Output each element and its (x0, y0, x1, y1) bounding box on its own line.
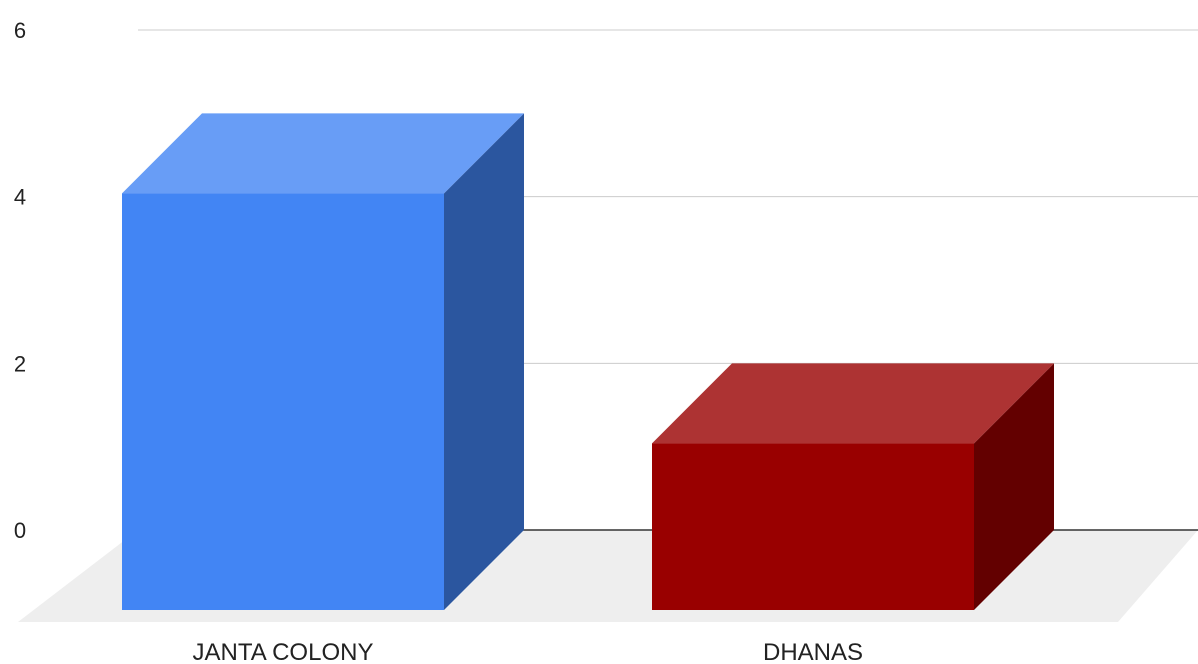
bar-front-face (652, 443, 974, 610)
bar-top-face (652, 363, 1054, 444)
bar-side-face (444, 113, 524, 610)
bar-side-face (974, 363, 1054, 610)
x-category-label: JANTA COLONY (193, 639, 374, 664)
bar (652, 363, 1054, 610)
bars (122, 113, 1054, 611)
y-tick-label: 4 (14, 185, 26, 210)
x-axis-categories: JANTA COLONY DHANAS (193, 639, 863, 664)
y-tick-label: 0 (14, 518, 26, 543)
bar-front-face (122, 193, 444, 611)
y-tick-label: 2 (14, 351, 26, 376)
bar (122, 113, 524, 611)
y-tick-label: 6 (14, 18, 26, 43)
y-axis-ticks: 0 2 4 6 (14, 18, 26, 543)
bar-top-face (122, 113, 524, 194)
x-category-label: DHANAS (763, 639, 863, 664)
